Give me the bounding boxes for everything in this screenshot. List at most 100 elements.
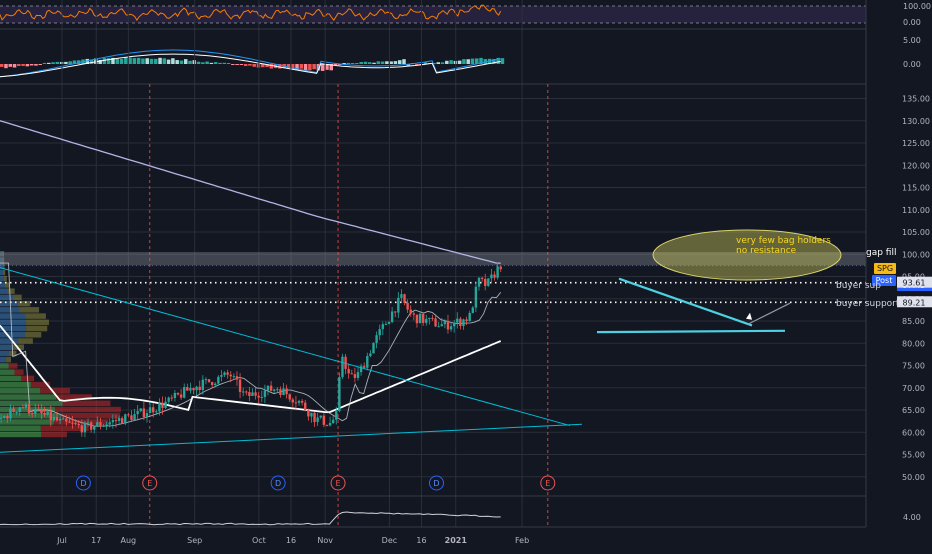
- macd-histogram-bar: [445, 60, 449, 64]
- candle-body: [328, 423, 332, 426]
- candle-body: [40, 409, 43, 413]
- candle-body: [195, 386, 198, 391]
- candle-body: [319, 415, 322, 418]
- macd-histogram-bar: [239, 64, 244, 65]
- rsi-tick-label: 0.00: [903, 18, 921, 27]
- macd-histogram-bar: [440, 62, 445, 64]
- macd-histogram-bar: [295, 64, 299, 71]
- macd-histogram-bar: [213, 62, 218, 64]
- descending-trendline: [0, 267, 571, 427]
- wedge-upper-line: [618, 277, 753, 327]
- candle-body: [397, 297, 400, 313]
- candle-body: [260, 396, 263, 398]
- candle-body: [21, 407, 25, 409]
- time-axis: Jul 17 Aug Sep Oct 16 Nov Dec 16 2021 Feb: [56, 536, 529, 545]
- candle-body: [74, 423, 77, 425]
- candle-body: [409, 309, 412, 314]
- time-tick-label: 2021: [445, 536, 468, 545]
- candle-body: [204, 379, 208, 381]
- macd-histogram-bar: [470, 58, 475, 64]
- candle-body: [136, 411, 139, 415]
- candle-body: [127, 414, 130, 416]
- indicator-lines: [0, 120, 502, 427]
- time-tick-label: Feb: [515, 536, 529, 545]
- candle-body: [6, 415, 9, 419]
- macd-histogram-bar: [25, 64, 30, 67]
- macd-histogram-bar: [42, 62, 47, 64]
- candle-body: [477, 277, 481, 287]
- macd-histogram-bar: [278, 64, 282, 69]
- candle-body: [164, 401, 167, 408]
- macd-histogram-bar: [248, 64, 252, 66]
- macd-histogram-bar: [308, 64, 312, 71]
- price-tick-label: 65.00: [902, 406, 925, 415]
- ticker-tag-label: SPG: [877, 264, 893, 273]
- price-tick-label: 80.00: [902, 339, 925, 348]
- candle-body: [474, 286, 478, 308]
- annotation-bag-holders: very few bag holders: [736, 236, 831, 246]
- macd-histogram-bar: [179, 60, 184, 64]
- volume-profile-bar: [0, 269, 3, 276]
- sma50-line: [0, 324, 502, 414]
- time-tick-label: Sep: [187, 536, 202, 545]
- macd-histogram-bar: [51, 62, 55, 64]
- volume-profile-bar: [6, 356, 11, 363]
- macd-histogram-bar: [393, 61, 398, 64]
- candle-body: [214, 383, 217, 386]
- candle-body: [480, 277, 484, 279]
- volume-profile-bar: [2, 269, 6, 276]
- candle-body: [232, 376, 236, 378]
- candle-body: [117, 418, 121, 421]
- macd-histogram-bar: [132, 58, 137, 64]
- candle-body: [462, 319, 465, 327]
- macd-histogram-bar: [389, 61, 393, 64]
- event-marker-label: D: [80, 479, 86, 488]
- drawings: [0, 267, 791, 453]
- candle-body: [108, 422, 111, 425]
- volume-profile-bar: [0, 375, 22, 382]
- macd-histogram-bar: [196, 61, 201, 64]
- candle-body: [375, 335, 378, 343]
- candle-body: [111, 420, 115, 423]
- candle-body: [93, 426, 96, 430]
- volume-profile-bar: [25, 319, 49, 326]
- volume-profile-bar: [4, 282, 10, 288]
- candle-body: [210, 382, 214, 386]
- candle-body: [58, 418, 62, 421]
- candle-body: [139, 408, 142, 412]
- macd-tick-label: 5.00: [903, 36, 921, 45]
- volume-profile-bar: [0, 356, 7, 363]
- macd-histogram-bar: [368, 62, 372, 64]
- price-tick-label: 100.00: [902, 250, 930, 259]
- candle-body: [89, 422, 93, 430]
- macd-histogram-bar: [55, 61, 60, 64]
- candle-body: [12, 408, 15, 412]
- candle-body: [493, 274, 496, 278]
- candle-body: [297, 400, 301, 403]
- price-tick-label: 70.00: [902, 384, 925, 393]
- volume-profile-bar: [3, 275, 7, 282]
- volume-profile-bar: [0, 319, 26, 326]
- candle-body: [294, 402, 298, 404]
- volume-profile-bar: [24, 332, 42, 338]
- candle-body: [403, 294, 406, 303]
- macd-histogram-bar: [290, 64, 295, 70]
- candle-body: [68, 421, 71, 423]
- candle-body: [394, 311, 397, 313]
- macd-histogram-bar: [333, 64, 338, 65]
- volume-profile-bar: [41, 431, 67, 438]
- candle-body: [307, 410, 310, 417]
- candle-body: [96, 422, 99, 427]
- volume-profile-bar: [62, 400, 111, 407]
- time-tick-label: 16: [286, 536, 296, 545]
- candle-body: [15, 411, 18, 413]
- volume-profile-bar: [0, 419, 54, 425]
- candle-body: [0, 417, 3, 419]
- candle-body: [359, 366, 363, 373]
- price-tick-label: 60.00: [902, 428, 925, 437]
- macd-histogram-bar: [385, 61, 389, 64]
- candle-body: [366, 355, 369, 368]
